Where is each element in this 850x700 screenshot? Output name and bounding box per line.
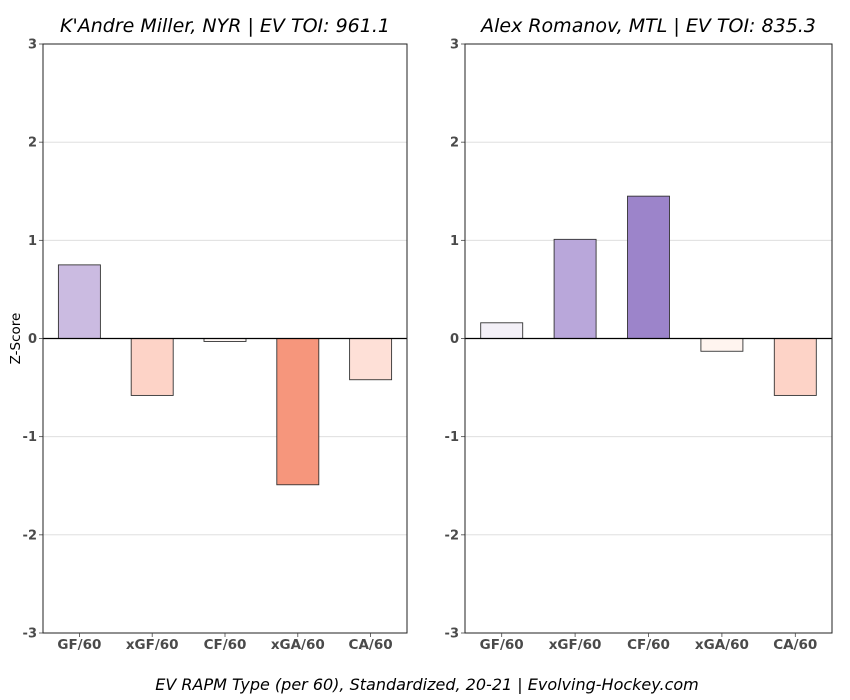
bar-xga-per-60 [276,338,320,486]
bar-ca-per-60 [773,338,817,396]
y-tick-label: -1 [445,430,459,445]
y-tick-label: 2 [450,136,459,151]
y-tick-label: -2 [445,528,459,543]
y-tick-label: 0 [450,332,459,347]
x-tick-label: GF/60 [480,637,524,653]
x-tick-label: xGF/60 [549,637,602,653]
x-tick-label: CF/60 [627,637,670,653]
y-tick-label: 0 [28,332,37,347]
bar-gf-per-60 [480,322,524,339]
y-tick-label: 3 [28,38,37,53]
y-tick-label: -3 [445,627,459,642]
bar-xgf-per-60 [130,338,174,396]
x-tick-label: xGA/60 [695,637,749,653]
y-tick-label: -2 [23,528,37,543]
y-tick-label: 1 [28,234,37,249]
chart-title: K'Andre Miller, NYR | EV TOI: 961.1 [60,15,390,37]
bar-xga-per-60 [700,338,744,352]
chart-title: Alex Romanov, MTL | EV TOI: 835.3 [479,15,816,37]
x-tick-label: xGA/60 [271,637,325,653]
y-axis-label: Z-Score [8,313,24,365]
y-tick-label: -1 [23,430,37,445]
y-tick-label: 1 [450,234,459,249]
chart-panel-2: Alex Romanov, MTL | EV TOI: 835.3 -3 -2 -1 0… [445,15,833,653]
x-tick-label: GF/60 [57,637,101,653]
footer-caption: EV RAPM Type (per 60), Standardized, 20-… [155,675,699,694]
x-tick-label: CF/60 [204,637,247,653]
y-tick-label: 3 [450,38,459,53]
bar-gf-per-60 [57,264,101,339]
x-tick-label: CA/60 [349,637,393,653]
bar-xgf-per-60 [553,238,597,339]
y-tick-label: -3 [23,627,37,642]
bar-ca-per-60 [349,338,393,381]
x-tick-label: CA/60 [773,637,817,653]
bar-cf-per-60 [627,195,670,339]
x-tick-label: xGF/60 [126,637,179,653]
chart-panel-1: K'Andre Miller, NYR | EV TOI: 961.1 -3 -2 -… [8,15,408,653]
y-tick-label: 2 [28,136,37,151]
